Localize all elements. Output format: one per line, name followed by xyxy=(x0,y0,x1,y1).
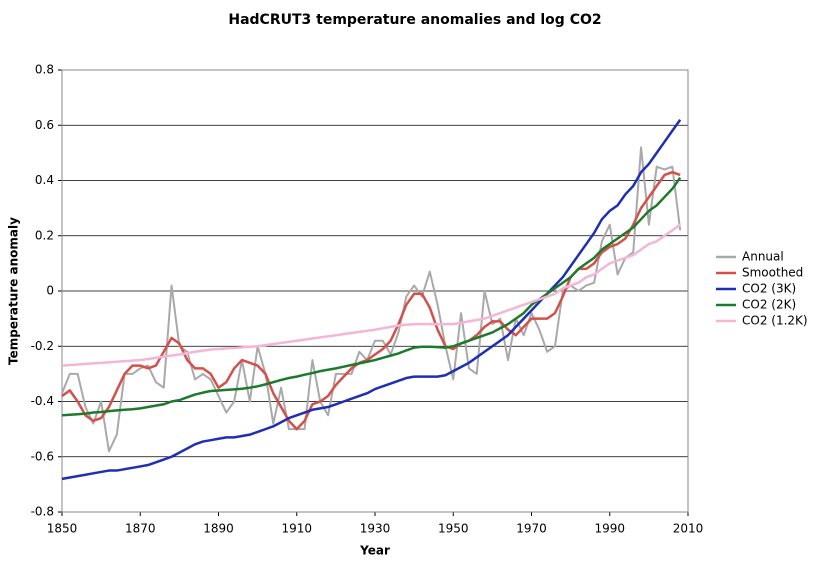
y-tick-label: 0.4 xyxy=(35,173,54,187)
plot-frame xyxy=(61,69,689,513)
y-tick-label: -0.6 xyxy=(31,449,54,463)
x-tick-label: 1950 xyxy=(438,522,469,536)
y-tick-label: -0.8 xyxy=(31,505,54,519)
y-tick-label: -0.2 xyxy=(31,339,54,353)
series-line xyxy=(61,177,682,417)
series-line xyxy=(61,146,682,453)
x-tick-label: 1910 xyxy=(281,522,312,536)
legend-label: CO2 (2K) xyxy=(742,298,796,312)
series-line xyxy=(61,119,682,481)
y-tick-label: 0.8 xyxy=(35,63,54,77)
chart-title: HadCRUT3 temperature anomalies and log C… xyxy=(228,12,601,28)
legend-label: Annual xyxy=(742,250,784,264)
x-tick-label: 1990 xyxy=(594,522,625,536)
x-tick-label: 1890 xyxy=(203,522,234,536)
series-line xyxy=(61,223,681,367)
legend-label: Smoothed xyxy=(742,266,803,280)
y-tick-label: -0.4 xyxy=(31,394,54,408)
x-tick-label: 2010 xyxy=(673,522,704,536)
legend-label: CO2 (1.2K) xyxy=(742,314,808,328)
y-axis-label: Temperature anomaly xyxy=(7,217,21,365)
y-tick-label: 0.2 xyxy=(35,228,54,242)
x-tick-label: 1870 xyxy=(125,522,156,536)
x-axis-label: Year xyxy=(359,544,390,558)
y-tick-label: 0.6 xyxy=(35,118,54,132)
x-tick-label: 1850 xyxy=(47,522,78,536)
y-tick-label: 0 xyxy=(46,284,54,298)
x-tick-label: 1930 xyxy=(360,522,391,536)
legend-label: CO2 (3K) xyxy=(742,282,796,296)
x-tick-label: 1970 xyxy=(516,522,547,536)
